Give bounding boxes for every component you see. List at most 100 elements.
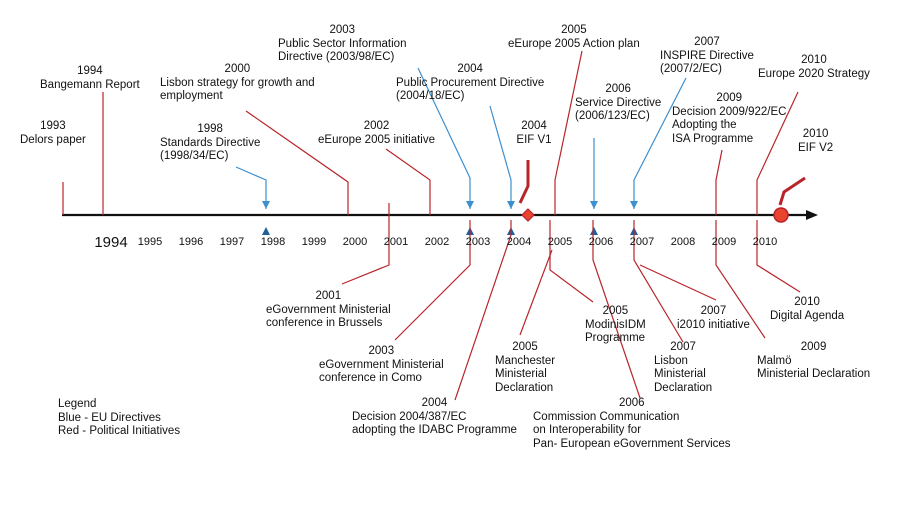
event-service: 2006 Service Directive (2006/123/EC) (575, 83, 661, 124)
event-text-line: Service Directive (575, 96, 662, 109)
connector-inspire (633, 77, 687, 209)
event-text-line: Manchester (495, 354, 556, 367)
connector-egov2001 (341, 203, 390, 285)
event-lisbon-strategy: 2000 Lisbon strategy for growth and employ… (160, 63, 315, 104)
event-text-line: eGovernment Ministerial (319, 358, 444, 371)
event-text-line: Pan- European eGovernment Services (533, 437, 731, 450)
event-year: 2009 (716, 92, 743, 104)
event-inspire: 2007 INSPIRE Directive (2007/2/EC) (660, 36, 754, 77)
connector-malmo (715, 220, 766, 339)
event-year: 1998 (197, 123, 223, 135)
event-text-line: EIF V2 (798, 141, 834, 154)
event-text-line: Delors paper (20, 133, 86, 146)
event-text-line: EIF V1 (516, 133, 552, 146)
event-malmo: 2009 Malmö Ministerial Declaration (757, 341, 870, 382)
event-text-line: (2006/123/EC) (575, 110, 650, 122)
event-manchester: 2005 Manchester Ministerial Declaration (495, 341, 555, 395)
event-procurement: 2004 Public Procurement Directive (2004/18… (396, 63, 544, 104)
event-text-line: conference in Brussels (266, 317, 383, 329)
axis-year-2004: 2004 (506, 236, 532, 248)
event-text-line: Europe 2020 Strategy (758, 67, 870, 80)
event-text-line: Bangemann Report (40, 78, 140, 91)
axis-year-1999: 1999 (301, 236, 327, 248)
event-decision2009: 2009 Decision 2009/922/EC Adopting the ISA … (672, 92, 786, 146)
axis-year-1998: 1998 (260, 236, 286, 248)
axis-year-1995: 1995 (137, 236, 163, 248)
event-year: 2007 (670, 341, 696, 353)
event-year: 2010 (801, 54, 827, 66)
event-year: 2009 (800, 341, 827, 353)
connector-idabc (454, 220, 512, 401)
eif1-marker (521, 208, 535, 222)
connector-eeurope2005-init (385, 148, 431, 215)
event-year: 2004 (457, 63, 483, 75)
event-year: 2007 (700, 305, 727, 317)
axis-year-2003: 2003 (465, 236, 491, 248)
event-text-line: ISA Programme (672, 132, 754, 145)
connector-lisbon-strategy (245, 110, 349, 215)
event-year: 2000 (224, 63, 251, 75)
connector-eif2 (778, 176, 806, 206)
event-year: 2006 (605, 83, 631, 95)
axis-arrowhead (806, 210, 818, 220)
event-psi: 2003 Public Sector Information Directive (… (278, 24, 406, 65)
event-europe2020: 2010 Europe 2020 Strategy (758, 54, 870, 81)
event-text-line: Public Sector Information (278, 37, 407, 50)
event-text-line: Ministerial (495, 368, 547, 380)
event-text-line: employment (160, 90, 223, 102)
event-text-line: eGovernment Ministerial (266, 303, 391, 316)
legend-item-red: Red - Political Initiatives (58, 425, 181, 437)
event-year: 2003 (368, 345, 395, 357)
axis-year-2002: 2002 (424, 236, 450, 248)
axis-year-2000: 2000 (342, 236, 368, 248)
event-eif2: 2010 EIF V2 (798, 128, 833, 155)
axis-year-2006: 2006 (588, 236, 614, 248)
event-text-line: Lisbon (654, 354, 688, 367)
arrow-psi (466, 201, 474, 209)
connector-egov2003 (394, 220, 471, 341)
event-year: 2006 (618, 397, 645, 409)
event-year: 2003 (329, 24, 356, 36)
event-text-line: on Interoperability for (533, 424, 642, 436)
connector-commission2006 (592, 220, 641, 399)
connector-decision2009 (715, 149, 723, 215)
legend-item-blue: Blue - EU Directives (58, 411, 161, 424)
axis-year-2009: 2009 (711, 236, 737, 248)
axis-year-1994: 1994 (94, 234, 128, 251)
event-text-line: (2004/18/EC) (396, 90, 465, 102)
axis-marker-3 (590, 227, 598, 235)
connector-lisbon2007 (633, 220, 684, 343)
event-text-line: Ministerial (654, 368, 706, 380)
event-text-line: Declaration (495, 381, 554, 394)
event-idabc: 2004 Decision 2004/387/EC adopting the IDA… (352, 397, 517, 438)
event-text-line: eEurope 2005 Action plan (508, 37, 640, 50)
event-eeurope2005-init: 2002 eEurope 2005 initiative (318, 120, 435, 147)
event-text-line: Decision 2004/387/EC (352, 410, 467, 423)
connector-eeurope2005-plan (554, 50, 583, 215)
event-year: 2004 (421, 397, 448, 409)
connector-eif1 (518, 160, 530, 204)
axis-year-2010: 2010 (752, 236, 778, 248)
event-text-line: (2007/2/EC) (660, 63, 723, 75)
arrow-inspire (630, 201, 638, 209)
arrow-standards (262, 201, 270, 209)
event-text-line: conference in Como (319, 372, 422, 384)
event-standards: 1998 Standards Directive (1998/34/EC) (160, 123, 260, 164)
legend: Legend Blue - EU Directives Red - Politi… (58, 398, 180, 439)
event-bangemann: 1994 Bangemann Report (40, 65, 140, 92)
event-year: 2007 (694, 36, 720, 48)
event-text-line: INSPIRE Directive (660, 49, 754, 62)
eif2-marker (773, 207, 789, 223)
event-text-line: (1998/34/EC) (160, 150, 229, 162)
arrow-procurement (507, 201, 515, 209)
axis-year-2001: 2001 (383, 236, 409, 248)
event-text-line: Public Procurement Directive (396, 76, 545, 89)
event-year: 2004 (521, 120, 547, 132)
connector-digital-agenda (756, 220, 801, 293)
connector-psi (417, 67, 471, 209)
connector-europe2020 (756, 91, 799, 215)
event-text-line: Directive (2003/98/EC) (278, 51, 395, 63)
event-text-line: Digital Agenda (770, 309, 845, 322)
